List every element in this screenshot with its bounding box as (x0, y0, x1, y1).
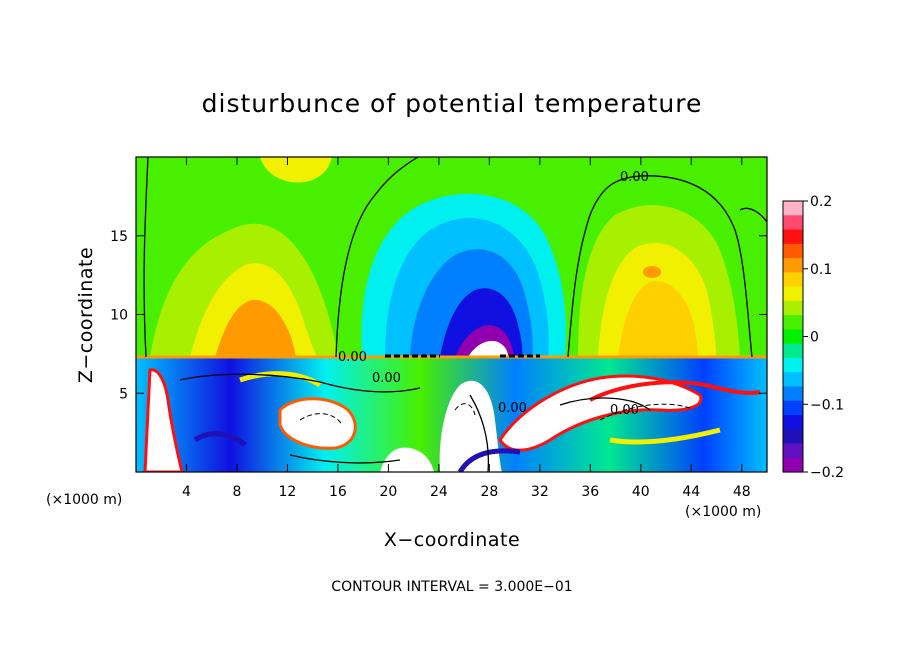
colorbar-swatch (783, 386, 803, 402)
y-axis-label: Z−coordinate (75, 247, 97, 383)
lower-purple-streak (193, 431, 521, 472)
colorbar-swatch (783, 315, 803, 330)
colorbar-swatch (783, 372, 803, 388)
colorbar-swatch (783, 272, 803, 288)
lower-white-region-center (439, 380, 502, 472)
colorbar-tick-label: 0 (810, 330, 819, 346)
x-tick-label: 20 (379, 484, 397, 500)
contour-label: 0.00 (610, 403, 639, 418)
colorbar-swatch (783, 357, 803, 373)
contour-interval-note: CONTOUR INTERVAL = 3.000E−01 (331, 579, 572, 595)
x-tick-label: 12 (279, 484, 297, 500)
y-tick-label: 15 (110, 229, 128, 245)
y-axis-ticks: 5 10 15 (110, 229, 767, 402)
contour-label: 0.00 (372, 371, 401, 386)
colorbar-swatch (783, 229, 803, 245)
warm-anomaly-left-core (215, 299, 296, 357)
x-tick-label: 4 (182, 484, 191, 500)
x-tick-label: 8 (232, 484, 241, 500)
lower-red-streak (589, 380, 761, 402)
x-tick-label: 32 (531, 484, 549, 500)
colorbar-swatch (783, 443, 803, 459)
zero-cap (468, 340, 508, 357)
x-unit-left: (×1000 m) (46, 492, 122, 508)
x-tick-label: 36 (581, 484, 599, 500)
x-tick-label: 44 (682, 484, 700, 500)
colorbar-swatch (783, 258, 803, 273)
x-tick-label: 28 (480, 484, 498, 500)
contour-label: 0.00 (338, 350, 367, 365)
x-tick-label: 40 (632, 484, 650, 500)
colorbar-swatch (783, 300, 803, 316)
colorbar-swatch (783, 215, 803, 231)
colorbar-tick-label: −0.1 (810, 397, 844, 413)
lower-white-region-left (143, 368, 184, 472)
colorbar-swatch (783, 457, 803, 473)
colorbar (783, 201, 803, 473)
y-tick-label: 5 (119, 386, 128, 402)
x-tick-label: 48 (733, 484, 751, 500)
x-axis-label: X−coordinate (384, 529, 520, 551)
x-unit-right: (×1000 m) (685, 504, 761, 520)
warm-anomaly-right-peak (643, 266, 661, 278)
colorbar-swatch (783, 329, 803, 345)
y-tick-label: 10 (110, 308, 128, 324)
zero-contours (143, 157, 767, 472)
warm-anomaly-right-core (618, 281, 698, 357)
contour-label: 0.00 (620, 170, 649, 185)
x-tick-label: 24 (430, 484, 448, 500)
x-tick-label: 16 (329, 484, 347, 500)
x-axis-ticks: 4 8 12 16 20 24 28 32 36 40 44 48 (182, 157, 751, 500)
chart-title: disturbunce of potential temperature (202, 89, 703, 118)
lower-white-region-bottom (380, 447, 434, 472)
colorbar-swatch (783, 243, 803, 259)
warm-anomaly-top (260, 157, 332, 183)
lower-white-region-right (498, 374, 703, 452)
colorbar-swatch (783, 201, 803, 216)
colorbar-ticks: 0.2 0.1 0 −0.1 −0.2 (803, 194, 844, 481)
colorbar-tick-label: −0.2 (810, 465, 844, 481)
negative-contours (299, 403, 691, 426)
colorbar-tick-label: 0.1 (810, 262, 832, 278)
colorbar-swatch (783, 414, 803, 430)
colorbar-swatch (783, 343, 803, 359)
lower-white-region-vortex (278, 397, 357, 450)
colorbar-tick-label: 0.2 (810, 194, 832, 210)
colorbar-swatch (783, 429, 803, 445)
plot-area (136, 157, 767, 472)
colorbar-swatch (783, 400, 803, 416)
contour-label: 0.00 (498, 401, 527, 416)
colorbar-swatch (783, 286, 803, 302)
